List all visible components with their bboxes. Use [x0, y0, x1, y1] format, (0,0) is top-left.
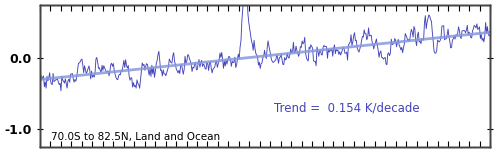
Text: Trend =  0.154 K/decade: Trend = 0.154 K/decade	[274, 102, 420, 115]
Text: 70.0S to 82.5N, Land and Ocean: 70.0S to 82.5N, Land and Ocean	[52, 132, 220, 142]
